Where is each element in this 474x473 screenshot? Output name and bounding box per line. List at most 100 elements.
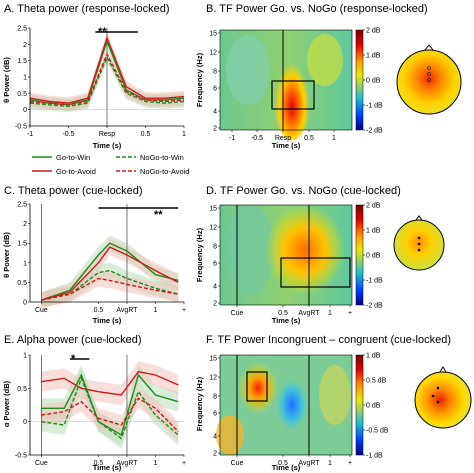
y-tick-label: 0 [23, 107, 27, 114]
colorbar-label: 1 dB [366, 53, 381, 60]
panel-d: D. TF Power Go. vs. NoGo (cue-locked) Fr… [195, 185, 445, 325]
topomap-head [414, 371, 472, 429]
electrode-fcz [427, 72, 431, 76]
y-tick-label: 8 [213, 69, 217, 76]
error-band-nogo-to-avoid [41, 270, 179, 308]
panel-d-colorbar: 2 dB 1 dB 0 dB -1 dB -2 dB [355, 203, 383, 310]
panel-a-xlabel: Time (s) [93, 141, 122, 150]
topomap-nose [415, 215, 423, 221]
panel-f-title: F. TF Power Incongruent – congruent (cue… [206, 334, 451, 346]
y-tick-label: 0.5 [17, 280, 27, 287]
x-tick-label: Resp [99, 131, 115, 138]
x-tick-label: 0.5 [304, 135, 314, 142]
heatmap-hot-region [238, 362, 278, 414]
heatmap-cold-region [276, 379, 308, 431]
x-tick-label: AvgRT [116, 307, 138, 314]
panel-b-xlabel: Time (s) [272, 141, 301, 150]
panel-c-xlabel: Time (s) [93, 316, 122, 325]
electrode-fz [427, 66, 431, 70]
x-tick-label: 1 [182, 131, 186, 138]
panel-b-colorbar: 2 dB 1 dB 0 dB -1 dB -2 dB [355, 28, 383, 135]
x-tick-label: 0.5 [278, 310, 288, 317]
panel-f-axes: 15 12 8 6 4 2 Cue 0.5 AvgRT 1 + [209, 356, 352, 468]
colorbar-label: -0.5 dB [366, 428, 389, 435]
panel-e-xlabel: Time (s) [93, 463, 122, 472]
x-tick-label: 1 [332, 135, 336, 142]
colorbar-label: 1 dB [366, 353, 381, 360]
series-line-nogo-to-win [29, 55, 185, 108]
x-tick-label: + [348, 310, 352, 317]
y-tick-label: -0.5 [15, 453, 27, 460]
colorbar-scale [355, 354, 364, 456]
x-tick-label: -0.5 [62, 131, 74, 138]
legend-go-avoid: Go-to-Avoid [56, 167, 96, 176]
x-tick-label: -1 [27, 131, 33, 138]
legend: Go-to-Win NoGo-to-Win Go-to-Avoid NoGo-t… [32, 153, 189, 176]
electrode-f1 [436, 386, 440, 390]
colorbar-label: -1 dB [366, 103, 383, 110]
x-tick-label: Cue [35, 307, 48, 314]
x-tick-label: 0.5 [278, 460, 288, 467]
colorbar-scale [355, 204, 364, 306]
roi-box [280, 257, 351, 288]
series-line-nogo-to-win [41, 376, 179, 440]
series-line-nogo-to-avoid [41, 277, 179, 301]
panel-a-sig-marker: ** [98, 26, 107, 38]
x-tick-label: 1 [154, 307, 158, 314]
legend-nogo-avoid: NoGo-to-Avoid [140, 167, 189, 176]
x-tick-label: 1 [328, 310, 332, 317]
heatmap-hot-region [265, 205, 345, 295]
panel-d-title: D. TF Power Go. vs. NoGo (cue-locked) [206, 185, 401, 197]
panel-f-topomap [414, 366, 472, 429]
y-tick-label: 12 [209, 50, 217, 57]
colorbar-label: 0 dB [366, 78, 381, 85]
legend-go-win: Go-to-Win [56, 153, 90, 162]
panel-f-colorbar: 1 dB 0.5 dB 0 dB -0.5 dB -1 dB [355, 353, 389, 460]
x-tick-label: 0.5 [141, 131, 151, 138]
x-tick-label: + [182, 460, 186, 467]
roi-box [271, 80, 315, 110]
y-tick-label: 1 [23, 260, 27, 267]
y-tick-label: 4 [213, 109, 217, 116]
electrode-cz [417, 248, 421, 252]
panel-b-topomap [396, 44, 462, 115]
y-tick-label: 2 [213, 126, 217, 133]
colorbar-label: -2 dB [366, 303, 383, 310]
panel-e-sig-marker: * [71, 353, 76, 365]
y-tick-label: 8 [213, 394, 217, 401]
electrode-c1 [436, 400, 440, 404]
y-tick-label: 8 [213, 244, 217, 251]
roi-box [246, 371, 268, 402]
panel-b-heatmap [219, 29, 353, 140]
panel-c: C. Theta power (cue-locked) θ Power (dB)… [2, 185, 186, 325]
panel-c-plot: 2.5 2 1.5 1 0.5 0 Cue 0.5 AvgRT 1 + [17, 202, 186, 315]
heatmap-hot-region [270, 30, 314, 140]
heatmap-warm-region [307, 34, 343, 86]
y-tick-label: 12 [209, 225, 217, 232]
x-tick-label: AvgRT [298, 310, 320, 317]
x-tick-label: -1 [229, 135, 235, 142]
y-tick-label: 12 [209, 375, 217, 382]
series-line-nogo-to-avoid [41, 397, 179, 433]
colorbar-label: 2 dB [366, 28, 381, 35]
panel-a: A. Theta power (response-locked) θ Power… [2, 3, 186, 150]
x-tick-label: Cue [231, 460, 244, 467]
series-line-go-to-win [41, 373, 179, 437]
series-line-go-to-avoid [29, 35, 185, 104]
y-tick-label: 15 [209, 356, 217, 363]
y-tick-label: 1 [23, 75, 27, 82]
panel-f-heatmap [216, 354, 353, 456]
heatmap-frame [219, 29, 353, 131]
y-tick-label: 15 [209, 31, 217, 38]
legend-nogo-win: NoGo-to-Win [140, 153, 184, 162]
y-tick-label: 1 [23, 353, 27, 360]
y-tick-label: 0 [23, 419, 27, 426]
y-tick-label: 6 [213, 261, 217, 268]
panel-d-ylabel: Frequency (Hz) [195, 227, 204, 282]
panel-a-ylabel: θ Power (dB) [2, 57, 11, 103]
y-tick-label: 1.5 [17, 241, 27, 248]
y-tick-label: 2.5 [17, 26, 27, 33]
y-tick-label: 15 [209, 206, 217, 213]
electrode-fz [417, 236, 421, 240]
